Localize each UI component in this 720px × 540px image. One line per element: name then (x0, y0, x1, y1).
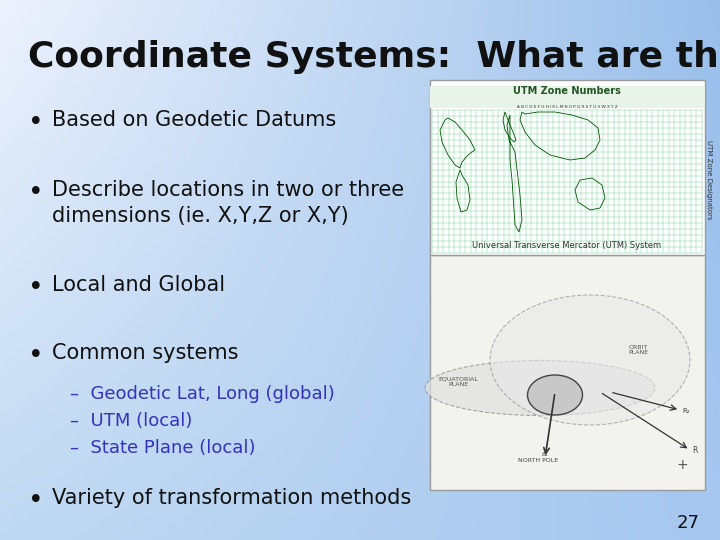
Text: +: + (676, 458, 688, 472)
Text: –  State Plane (local): – State Plane (local) (70, 439, 256, 457)
Text: Based on Geodetic Datums: Based on Geodetic Datums (52, 110, 336, 130)
Text: Describe locations in two or three
dimensions (ie. X,Y,Z or X,Y): Describe locations in two or three dimen… (52, 180, 404, 226)
Text: NORTH POLE: NORTH POLE (518, 458, 558, 463)
Bar (430, 86, 705, 108)
Text: Coordinate Systems:  What are they?: Coordinate Systems: What are they? (28, 40, 720, 74)
Text: •: • (28, 275, 44, 301)
Text: a₁: a₁ (542, 451, 549, 457)
Text: R: R (692, 446, 698, 455)
Text: Common systems: Common systems (52, 343, 238, 363)
Bar (430, 255, 705, 490)
Text: 27: 27 (677, 514, 700, 532)
Ellipse shape (490, 295, 690, 425)
Text: UTM Zone Numbers: UTM Zone Numbers (513, 86, 621, 96)
Text: Variety of transformation methods: Variety of transformation methods (52, 488, 411, 508)
Ellipse shape (425, 361, 655, 415)
Bar (430, 80, 705, 255)
Text: Universal Transverse Mercator (UTM) System: Universal Transverse Mercator (UTM) Syst… (472, 241, 662, 250)
Text: UTM Zone Designators: UTM Zone Designators (706, 140, 712, 220)
Text: EQUATORIAL
PLANE: EQUATORIAL PLANE (438, 376, 478, 387)
Text: –  UTM (local): – UTM (local) (70, 412, 192, 430)
Text: ORBIT
PLANE: ORBIT PLANE (628, 345, 648, 355)
Text: A B C D E F G H I K L M N O P Q R S T U V W X Y Z: A B C D E F G H I K L M N O P Q R S T U … (517, 105, 617, 109)
Text: –  Geodetic Lat, Long (global): – Geodetic Lat, Long (global) (70, 385, 335, 403)
Text: •: • (28, 343, 44, 369)
Text: •: • (28, 488, 44, 514)
Text: R₂: R₂ (682, 408, 690, 414)
Ellipse shape (528, 375, 582, 415)
Text: •: • (28, 110, 44, 136)
Text: Local and Global: Local and Global (52, 275, 225, 295)
Text: •: • (28, 180, 44, 206)
